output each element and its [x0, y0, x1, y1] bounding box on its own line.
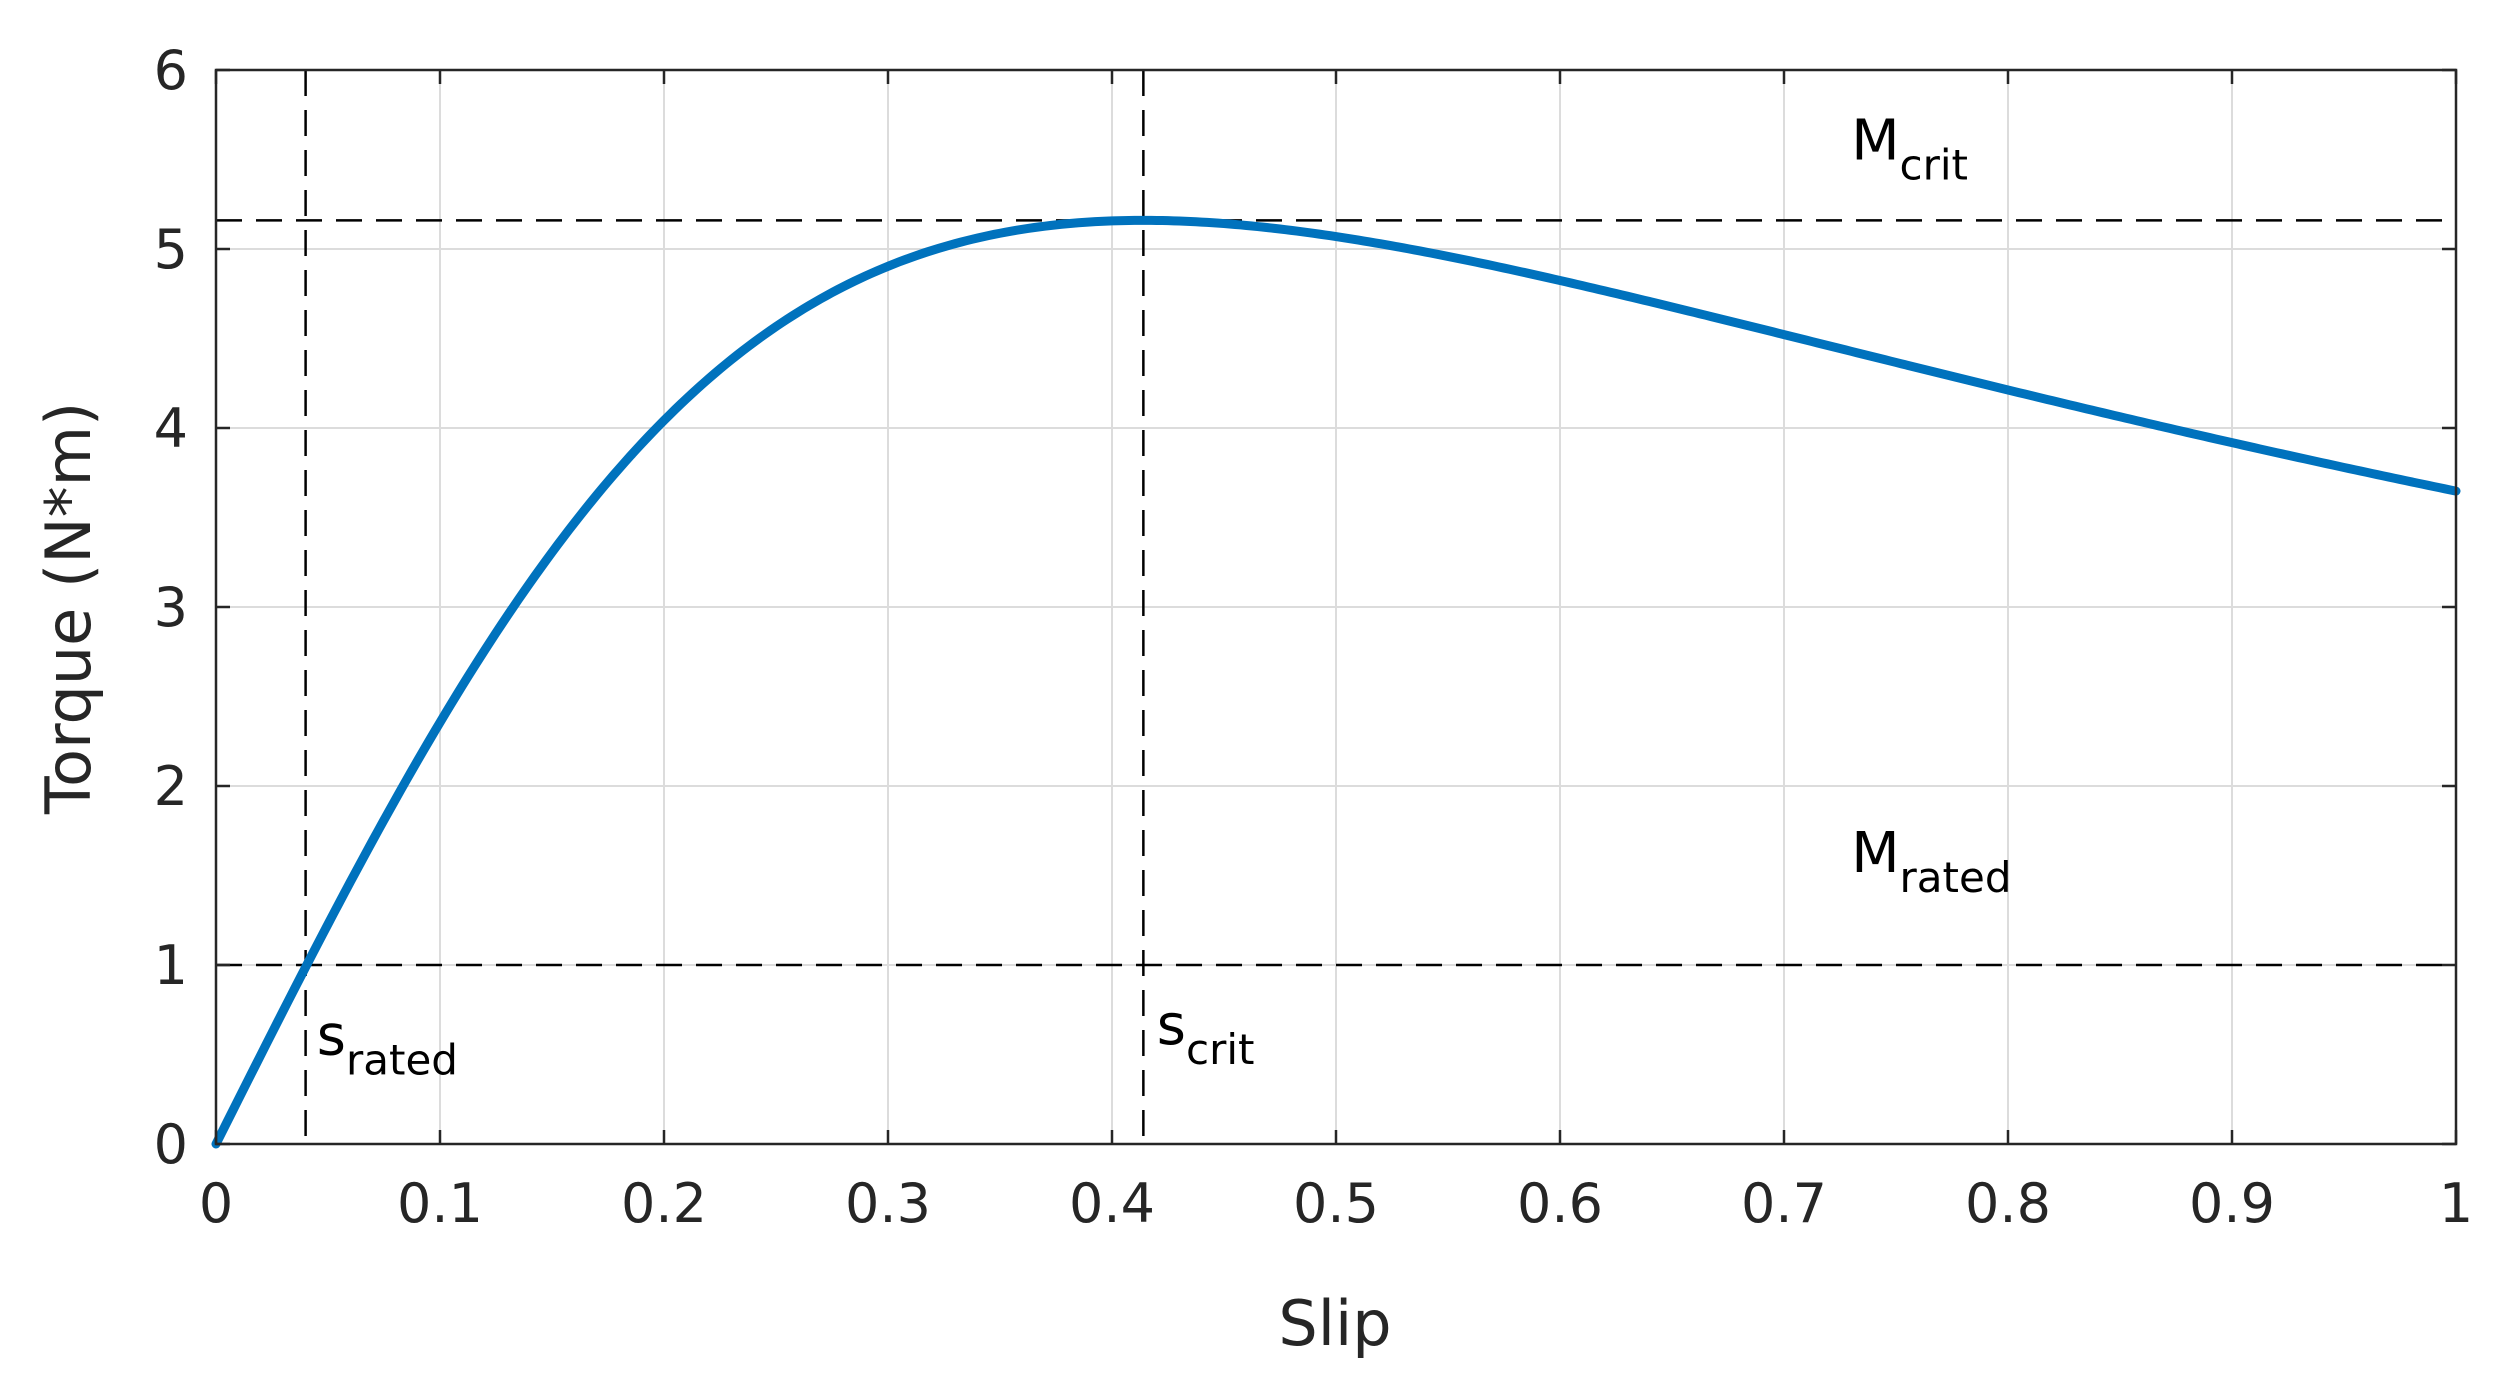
grid-lines: [216, 70, 2456, 1144]
x-tick-label: 0.1: [397, 1172, 483, 1235]
series-layer: [211, 215, 2461, 1149]
annotation-m-rated: Mrated: [1851, 821, 2011, 902]
y-tick-label: 5: [154, 218, 188, 281]
annotation-s-crit: scrit: [1157, 993, 1255, 1074]
x-axis-title: Slip: [1278, 1287, 1391, 1360]
x-tick-label: 0.8: [1965, 1172, 2051, 1235]
y-tick-label: 6: [154, 39, 188, 102]
y-tick-label: 3: [154, 576, 188, 639]
x-tick-label: 0.7: [1741, 1172, 1827, 1235]
y-tick-label: 1: [154, 934, 188, 997]
x-tick-label: 1: [2439, 1172, 2473, 1235]
torque-series-line: [211, 215, 2461, 1149]
y-tick-label: 0: [154, 1113, 188, 1176]
y-axis-title: Torque (N*m): [32, 402, 105, 815]
x-tick-label: 0.5: [1293, 1172, 1379, 1235]
x-tick-label: 0.6: [1517, 1172, 1603, 1235]
y-tick-label: 2: [154, 755, 188, 818]
y-tick-label: 4: [154, 397, 188, 460]
x-tick-label: 0.2: [621, 1172, 707, 1235]
annotation-m-crit: Mcrit: [1851, 109, 1968, 190]
annotations: Mcrit Mrated srated scrit: [317, 109, 2012, 1085]
x-tick-label: 0.9: [2189, 1172, 2275, 1235]
annotation-s-rated: srated: [317, 1004, 458, 1085]
x-tick-label: 0.4: [1069, 1172, 1155, 1235]
x-tick-label: 0.3: [845, 1172, 931, 1235]
tick-labels: 0 0.1 0.2 0.3 0.4 0.5 0.6 0.7 0.8 0.9 1 0 1 2 3 4 5 6: [154, 39, 2474, 1235]
axes-frame: [214, 68, 2458, 1146]
x-tick-label: 0: [199, 1172, 233, 1235]
